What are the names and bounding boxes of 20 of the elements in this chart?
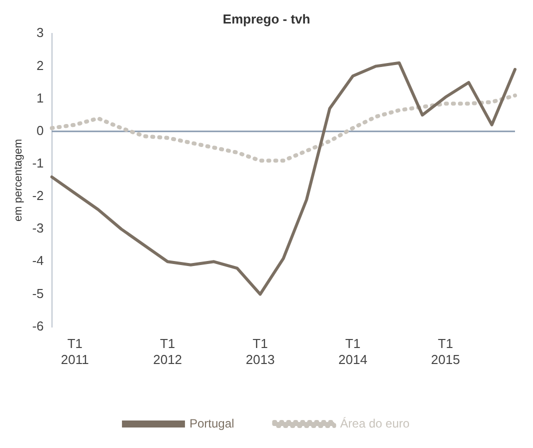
y-tick-label: -6: [32, 318, 44, 334]
y-tick-label: 1: [36, 90, 44, 106]
x-tick-label: T1 2015: [431, 336, 460, 367]
y-tick-label: -1: [32, 155, 44, 170]
chart-title: Emprego - tvh: [222, 11, 310, 26]
x-tick-label: T1 2013: [246, 336, 275, 367]
x-tick-label: T1 2012: [153, 336, 182, 367]
text: Portugal: [189, 416, 234, 430]
y-tick-label: 0: [36, 122, 44, 138]
x-tick-label: T1 2011: [60, 336, 89, 367]
y-tick-label: -3: [32, 220, 44, 236]
line-series: [50, 94, 517, 163]
legend-label: Área do euro: [340, 416, 410, 430]
y-tick-label: -2: [32, 188, 44, 204]
y-tick-label: 3: [36, 25, 44, 40]
y-tick-label: -5: [32, 286, 44, 301]
x-tick-label: T1 2014: [338, 336, 368, 367]
y-tick-label: -4: [32, 253, 44, 268]
y-tick-label: 2: [36, 58, 44, 73]
y-axis-title: em percentagem: [12, 138, 25, 222]
